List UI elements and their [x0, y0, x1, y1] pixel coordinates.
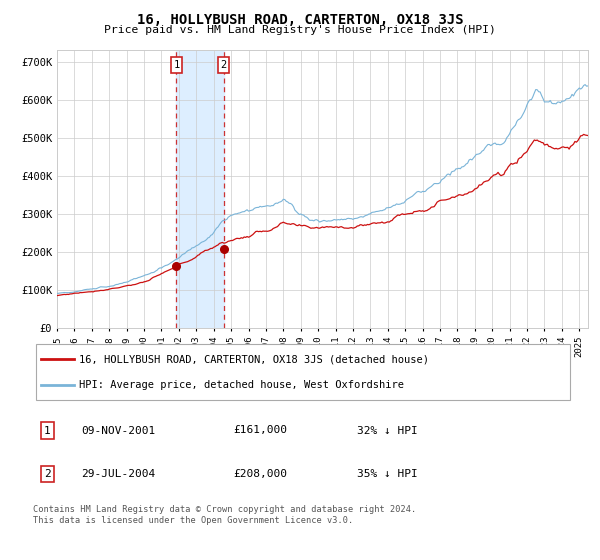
Text: Price paid vs. HM Land Registry's House Price Index (HPI): Price paid vs. HM Land Registry's House … — [104, 25, 496, 35]
Bar — [176, 50, 224, 328]
Text: 1: 1 — [173, 60, 179, 70]
Text: £208,000: £208,000 — [233, 469, 287, 479]
Text: 2: 2 — [220, 60, 227, 70]
Text: 2: 2 — [44, 469, 50, 479]
Text: Contains HM Land Registry data © Crown copyright and database right 2024.
This d: Contains HM Land Registry data © Crown c… — [33, 505, 416, 525]
Text: HPI: Average price, detached house, West Oxfordshire: HPI: Average price, detached house, West… — [79, 380, 404, 390]
Text: £161,000: £161,000 — [233, 426, 287, 436]
Text: 16, HOLLYBUSH ROAD, CARTERTON, OX18 3JS: 16, HOLLYBUSH ROAD, CARTERTON, OX18 3JS — [137, 13, 463, 27]
Text: 35% ↓ HPI: 35% ↓ HPI — [357, 469, 418, 479]
FancyBboxPatch shape — [36, 344, 570, 400]
Text: 29-JUL-2004: 29-JUL-2004 — [82, 469, 156, 479]
Text: 09-NOV-2001: 09-NOV-2001 — [82, 426, 156, 436]
Text: 16, HOLLYBUSH ROAD, CARTERTON, OX18 3JS (detached house): 16, HOLLYBUSH ROAD, CARTERTON, OX18 3JS … — [79, 354, 429, 364]
Text: 32% ↓ HPI: 32% ↓ HPI — [357, 426, 418, 436]
Text: 1: 1 — [44, 426, 50, 436]
